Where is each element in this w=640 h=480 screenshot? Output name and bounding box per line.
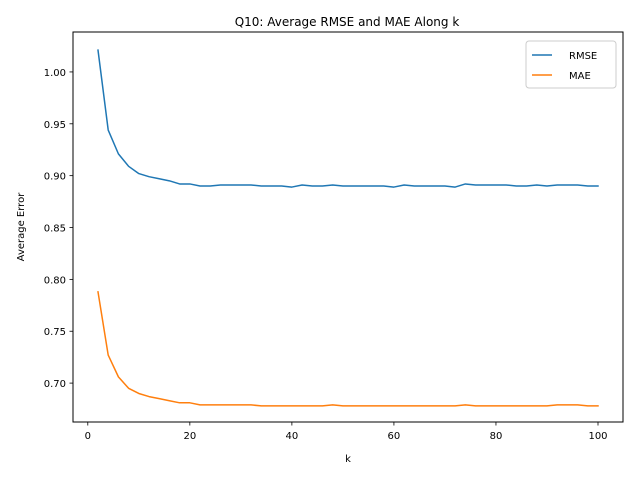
x-tick-label: 100 bbox=[588, 431, 607, 442]
series-line-rmse bbox=[97, 49, 599, 188]
plot-frame bbox=[72, 31, 624, 423]
y-axis-ticks: 0.70 0.75 0.80 0.85 0.90 0.95 1.00 bbox=[44, 68, 73, 390]
y-tick-label: 0.75 bbox=[44, 327, 66, 338]
x-tick-label: 60 bbox=[388, 431, 401, 442]
x-tick-label: 80 bbox=[490, 431, 503, 442]
legend-box bbox=[525, 40, 617, 89]
legend-label-mae: MAE bbox=[569, 71, 591, 82]
legend: RMSE MAE bbox=[525, 40, 617, 89]
x-tick-label: 20 bbox=[183, 431, 196, 442]
y-tick-label: 0.70 bbox=[44, 379, 66, 390]
series-line-mae bbox=[97, 290, 599, 407]
series-layer bbox=[97, 49, 599, 407]
chart-title: Q10: Average RMSE and MAE Along k bbox=[235, 15, 460, 29]
x-axis-label: k bbox=[345, 454, 351, 465]
y-tick-label: 0.95 bbox=[44, 120, 66, 131]
y-tick-label: 1.00 bbox=[44, 68, 66, 79]
y-tick-label: 0.80 bbox=[44, 275, 66, 286]
y-tick-label: 0.90 bbox=[44, 172, 66, 183]
x-tick-label: 0 bbox=[85, 431, 91, 442]
legend-label-rmse: RMSE bbox=[569, 51, 597, 62]
x-tick-label: 40 bbox=[286, 431, 299, 442]
y-axis-label: Average Error bbox=[16, 192, 27, 262]
x-axis-ticks: 0 20 40 60 80 100 bbox=[85, 422, 608, 442]
y-tick-label: 0.85 bbox=[44, 224, 66, 235]
